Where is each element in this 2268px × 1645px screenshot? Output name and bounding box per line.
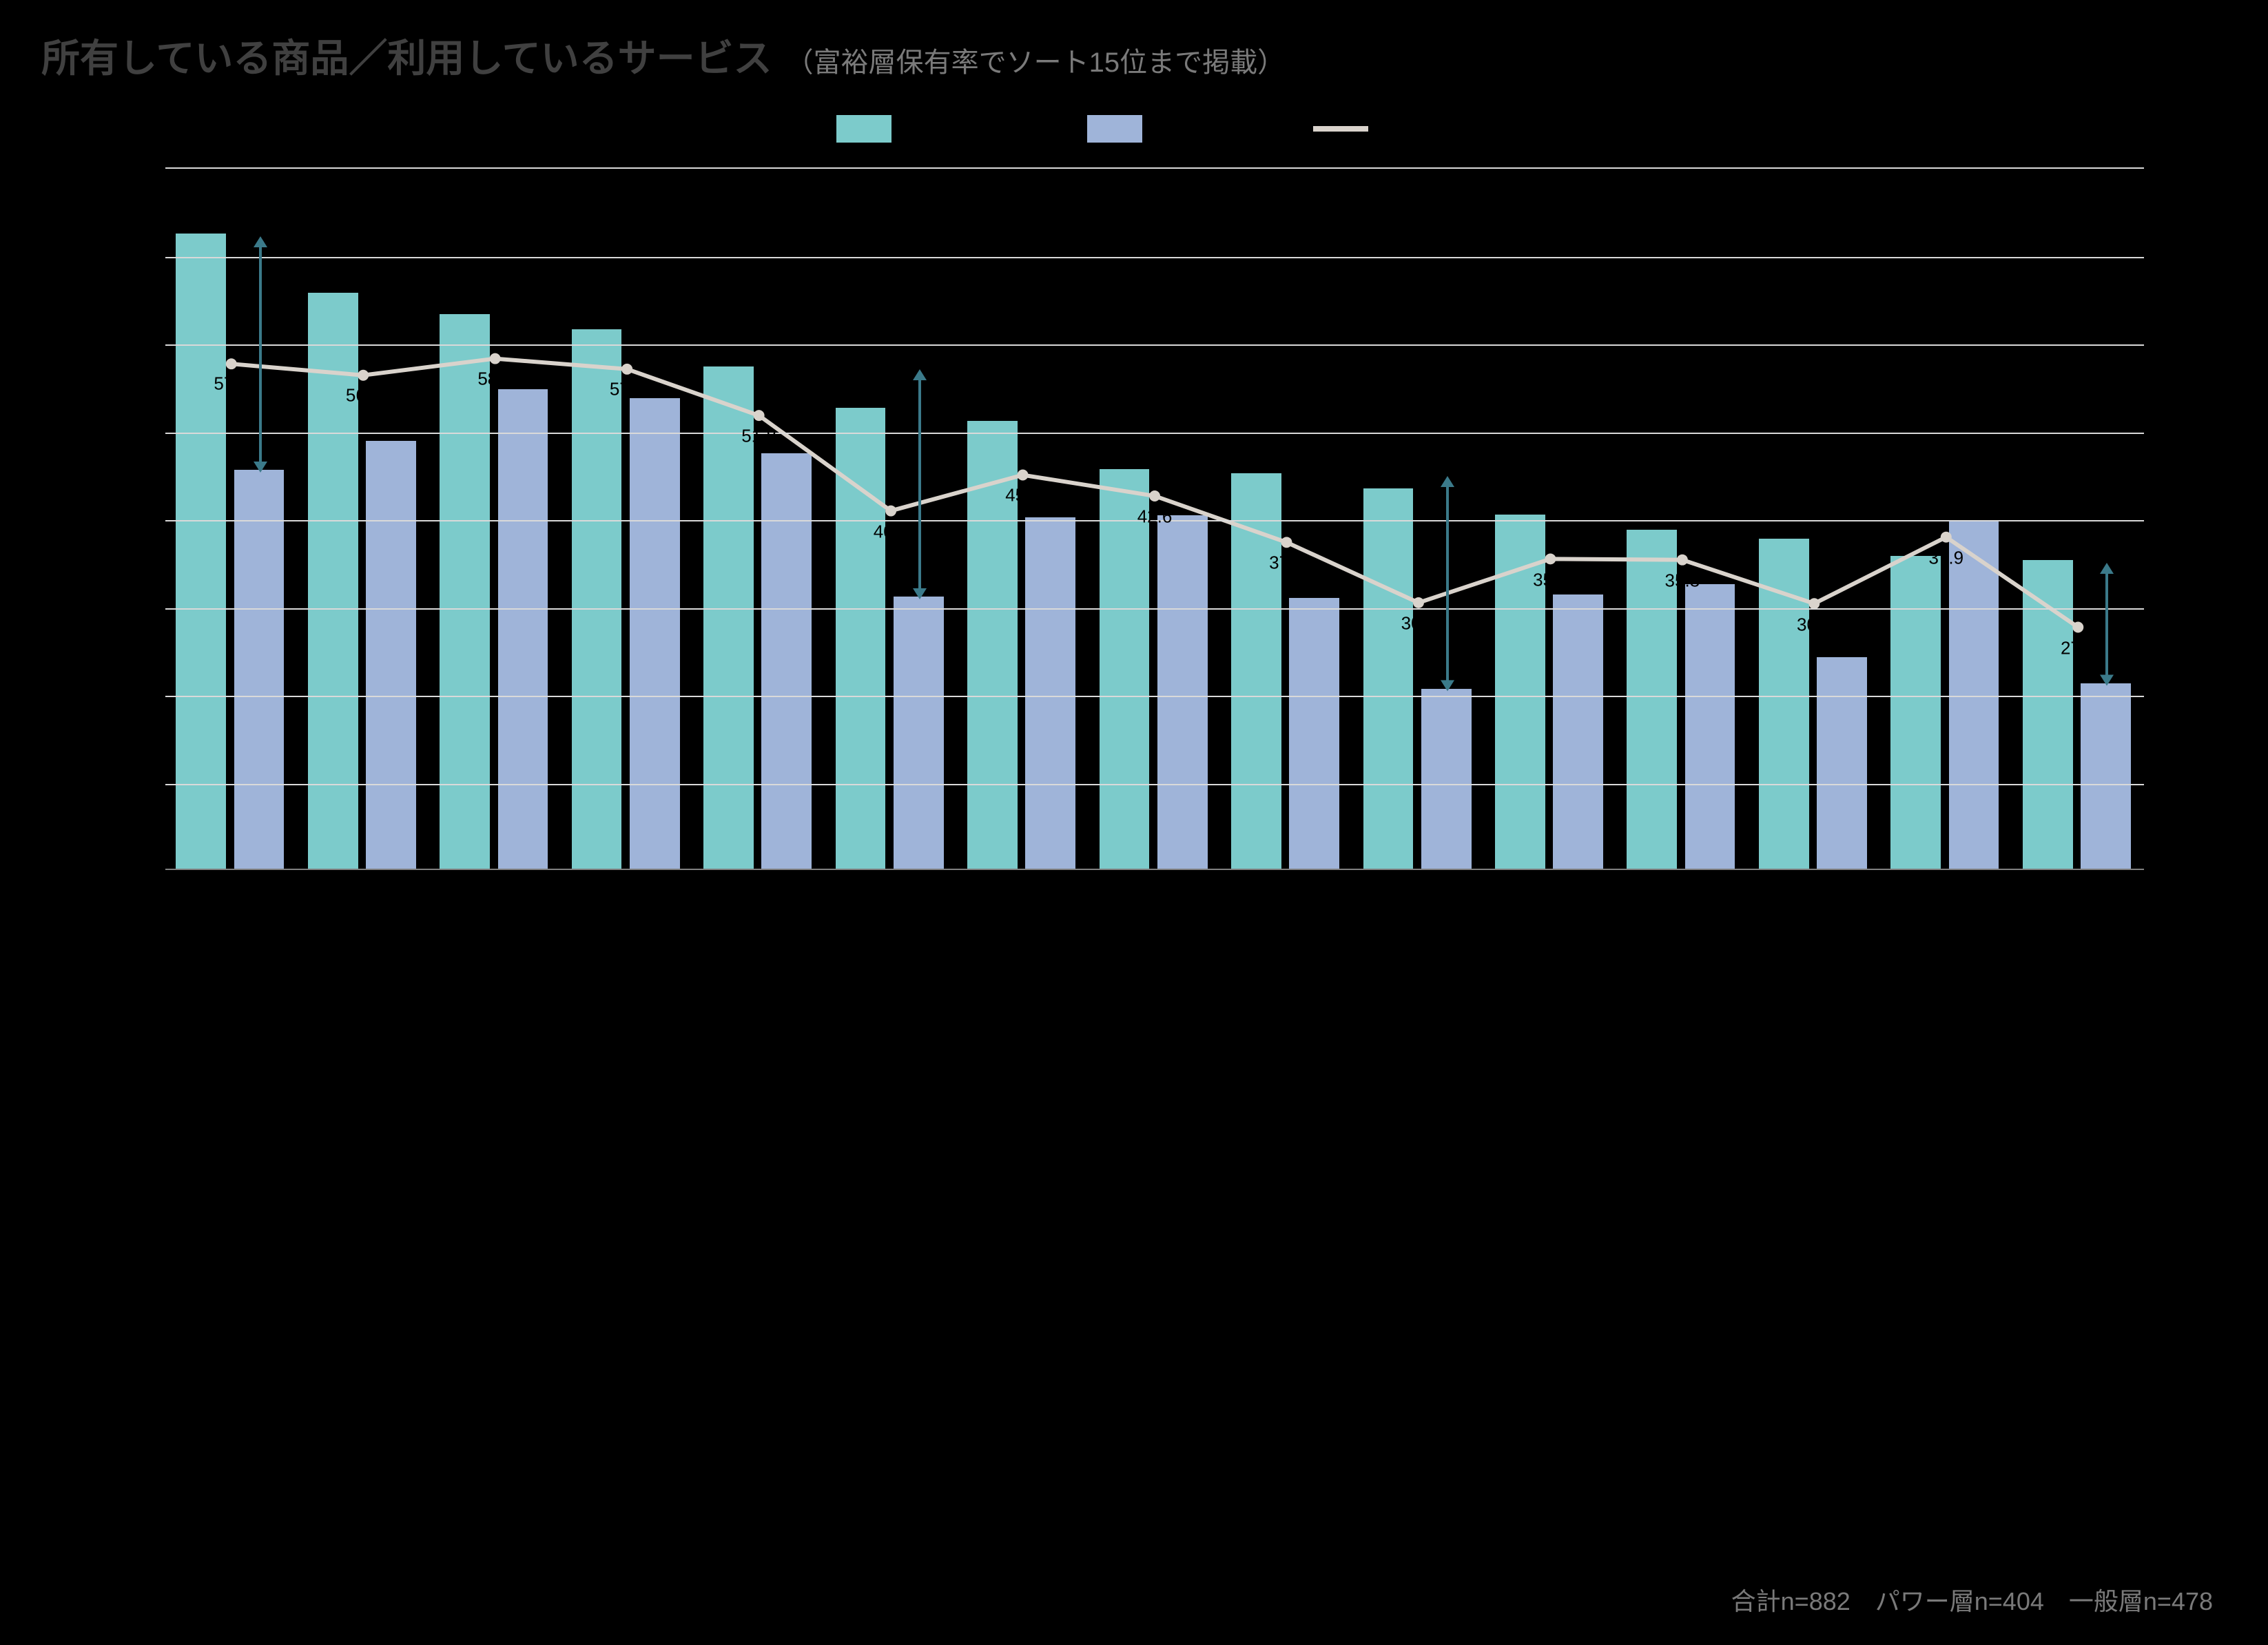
x-label-slot: １０万円以上のコート、ジャケット [693,884,825,1237]
legend-label-line: 全体 [1382,111,1432,147]
difference-arrow [247,236,274,473]
plot-area: 72.345.465.648.763.154.661.453.657.247.3… [165,167,2144,870]
y-tick-label: 40% [107,508,152,533]
legend-item-series2: 一般層 [1087,111,1230,147]
x-label-slot: 食洗機 [1749,884,1880,1237]
x-label-slot: 電動自転車 [1880,884,2012,1237]
y-tick-label: 80% [107,156,152,182]
x-label-slot: １０万円以上のアクセサリー [825,884,956,1237]
x-tick-label: 電動自転車 [1932,884,1961,1237]
gridline [165,257,2144,258]
x-tick-label: １０万円以上の財布 [481,884,510,1237]
x-tick-label: １０万円以上の靴 [349,884,378,1237]
line-value-label: 57.7 [214,373,249,395]
legend-item-series1: パワー層 [836,111,1004,147]
gridline [165,433,2144,434]
y-tick-label: 20% [107,683,152,709]
x-tick-label: ロボット掃除機 [1536,884,1565,1237]
legend: パワー層 一般層 全体 [41,111,2227,147]
x-label-slot: 最新の家電・ＡＶ機器 [2012,884,2144,1237]
line-value-label: 42.6 [1137,506,1173,527]
line-marker [1018,470,1029,481]
x-tick-label: １０万円以上の服 [612,884,641,1237]
difference-arrow [906,369,934,599]
legend-swatch-series2 [1087,115,1142,143]
y-tick-label: 30% [107,595,152,621]
line-value-label: 56.4 [346,384,381,406]
line-value-label: 37.3 [1269,552,1304,574]
chart-subtitle: （富裕層保有率でソート15位まで掲載） [786,40,1286,80]
chart: 72.345.465.648.763.154.661.453.657.247.3… [165,167,2144,1237]
line-value-label: 27.6 [2061,638,2096,659]
x-label-slot: ウォーターサーバー [1352,884,1484,1237]
x-tick-label: １０万円以上のコート、ジャケット [745,884,774,1237]
legend-item-line: 全体 [1313,111,1432,147]
x-label-slot: １０万円以上の靴 [297,884,429,1237]
line-value-label: 30.3 [1797,614,1832,635]
gridline [165,608,2144,610]
line-marker [885,506,896,517]
x-label-slot: ロボット掃除機 [1485,884,1616,1237]
line-marker [358,370,369,381]
chart-title: 所有している商品／利用しているサービス [41,28,772,83]
x-tick-label: １０万円以上のインテリア、家具 [1140,884,1169,1237]
x-label-slot: 百貨店外商サービス [1616,884,1748,1237]
line-marker [754,410,765,421]
line-value-label: 45.0 [1005,485,1040,506]
legend-label-series2: 一般層 [1156,111,1230,147]
line-marker [1281,537,1292,548]
x-tick-label: 食洗機 [1800,884,1828,1237]
difference-arrow [1434,476,1461,691]
gridline [165,696,2144,697]
line-marker [1413,597,1424,608]
x-tick-label: １０万円以上のアクセサリー [876,884,905,1237]
line-value-label: 58.3 [477,368,513,389]
x-label-slot: １０万円以上のインテリア、家具 [1089,884,1220,1237]
y-tick-label: 50% [107,420,152,445]
line-value-label: 35.3 [1665,570,1700,591]
line-marker [490,353,501,364]
line-marker [2072,622,2083,633]
gridline [165,784,2144,785]
line-marker [621,364,632,375]
x-tick-label: ウォーターサーバー [1404,884,1433,1237]
x-tick-label: 百貨店外商サービス [1668,884,1697,1237]
line-marker [1941,532,1952,543]
line-value-label: 57.1 [610,378,645,400]
y-tick-label: 70% [107,244,152,269]
line-value-label: 35.4 [1533,569,1568,590]
x-tick-label: １０万円以上の時計 [1272,884,1301,1237]
line-value-label: 51.8 [741,425,776,446]
sample-size-note: 合計n=882 パワー層n=404 一般層n=478 [1731,1582,2213,1617]
line-value-label: 30.4 [1401,613,1436,634]
x-label-slot: １０万円以上の服 [561,884,692,1237]
y-tick-label: 60% [107,332,152,358]
y-tick-label: 0% [120,859,152,884]
line-marker [226,358,237,369]
x-axis-labels: １０万円以上のバッグ １０万円以上の靴 １０万円以上の財布 １０万円以上の服 １０万円以… [165,884,2144,1237]
line-marker [1149,490,1160,501]
gridline [165,344,2144,346]
x-label-slot: １０万円以上の財布 [429,884,561,1237]
x-label-slot: 美容家電 [957,884,1089,1237]
line-value-label: 37.9 [1928,547,1963,568]
legend-label-series1: パワー層 [905,111,1004,147]
x-label-slot: １０万円以上の時計 [1221,884,1352,1237]
x-tick-label: １０万円以上のバッグ [217,884,246,1237]
title-row: 所有している商品／利用しているサービス （富裕層保有率でソート15位まで掲載） [41,28,2227,83]
x-tick-label: 美容家電 [1009,884,1038,1237]
x-label-slot: １０万円以上のバッグ [165,884,297,1237]
y-tick-label: 10% [107,771,152,796]
legend-swatch-series1 [836,115,891,143]
line-value-label: 40.9 [874,521,909,542]
difference-arrow [2093,563,2121,686]
legend-swatch-line [1313,126,1368,132]
line-marker [1545,553,1556,564]
line-marker [1677,555,1688,566]
x-tick-label: 最新の家電・ＡＶ機器 [2063,884,2092,1237]
